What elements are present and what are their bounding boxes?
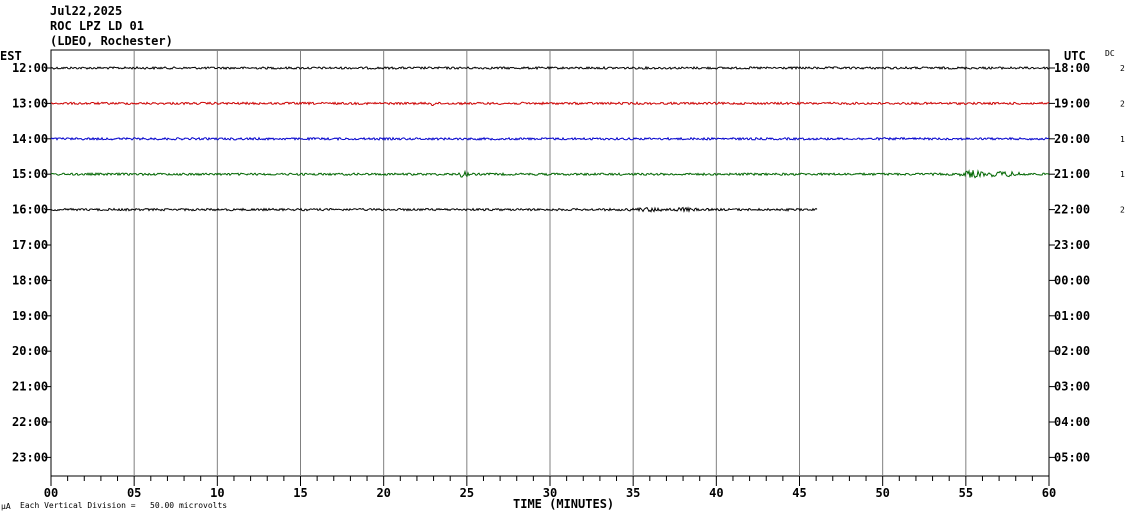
x-tick-label: 30	[543, 486, 557, 500]
dc-offset-value: 1	[1120, 170, 1125, 179]
dc-offset-value: 2	[1120, 64, 1125, 73]
right-time-label: 23:00	[1054, 238, 1090, 252]
right-time-label: 02:00	[1054, 344, 1090, 358]
x-axis-title: TIME (MINUTES)	[513, 497, 615, 511]
right-time-label: 00:00	[1054, 273, 1090, 287]
dc-offset-value: 2	[1120, 206, 1125, 215]
left-time-label: 20:00	[12, 344, 48, 358]
right-time-label: 18:00	[1054, 61, 1090, 75]
dc-offset-value: 1	[1120, 135, 1125, 144]
x-tick-label: 00	[44, 486, 58, 500]
left-time-label: 16:00	[12, 203, 48, 217]
left-time-label: 22:00	[12, 415, 48, 429]
station-label: ROC LPZ LD 01	[50, 19, 144, 33]
x-tick-label: 10	[210, 486, 224, 500]
x-tick-label: 15	[293, 486, 307, 500]
right-time-label: 22:00	[1054, 203, 1090, 217]
left-time-label: 19:00	[12, 309, 48, 323]
x-tick-label: 45	[792, 486, 806, 500]
right-timezone-label: UTC	[1064, 49, 1086, 63]
x-tick-label: 05	[127, 486, 141, 500]
x-tick-label: 20	[376, 486, 390, 500]
trace-row-4	[50, 206, 818, 213]
left-time-label: 21:00	[12, 380, 48, 394]
trace-row-2	[50, 136, 1050, 142]
trace-row-0	[50, 65, 1050, 71]
left-time-label: 17:00	[12, 238, 48, 252]
x-tick-label: 25	[460, 486, 474, 500]
right-time-label: 04:00	[1054, 415, 1090, 429]
right-time-label: 20:00	[1054, 132, 1090, 146]
x-tick-label: 55	[959, 486, 973, 500]
right-time-label: 01:00	[1054, 309, 1090, 323]
scale-note: Each Vertical Division = 50.00 microvolt…	[20, 501, 228, 510]
right-time-label: 21:00	[1054, 167, 1090, 181]
left-timezone-label: EST	[0, 49, 22, 63]
trace-row-3	[51, 169, 1050, 179]
x-tick-label: 35	[626, 486, 640, 500]
right-time-label: 19:00	[1054, 96, 1090, 110]
date-label: Jul22,2025	[50, 4, 123, 18]
x-tick-label: 40	[709, 486, 723, 500]
left-time-label: 18:00	[12, 273, 48, 287]
left-time-label: 15:00	[12, 167, 48, 181]
x-tick-label: 60	[1042, 486, 1056, 500]
network-label: (LDEO, Rochester)	[50, 34, 173, 48]
x-tick-label: 50	[875, 486, 889, 500]
left-time-label: 23:00	[12, 450, 48, 464]
left-time-label: 12:00	[12, 61, 48, 75]
right-time-label: 05:00	[1054, 450, 1090, 464]
left-time-label: 13:00	[12, 96, 48, 110]
dc-label: DC	[1105, 49, 1115, 58]
trace-row-1	[50, 101, 1050, 106]
left-time-label: 14:00	[12, 132, 48, 146]
right-time-label: 03:00	[1054, 380, 1090, 394]
dc-offset-value: 2	[1120, 99, 1125, 108]
scale-prefix: µA	[1, 502, 11, 511]
